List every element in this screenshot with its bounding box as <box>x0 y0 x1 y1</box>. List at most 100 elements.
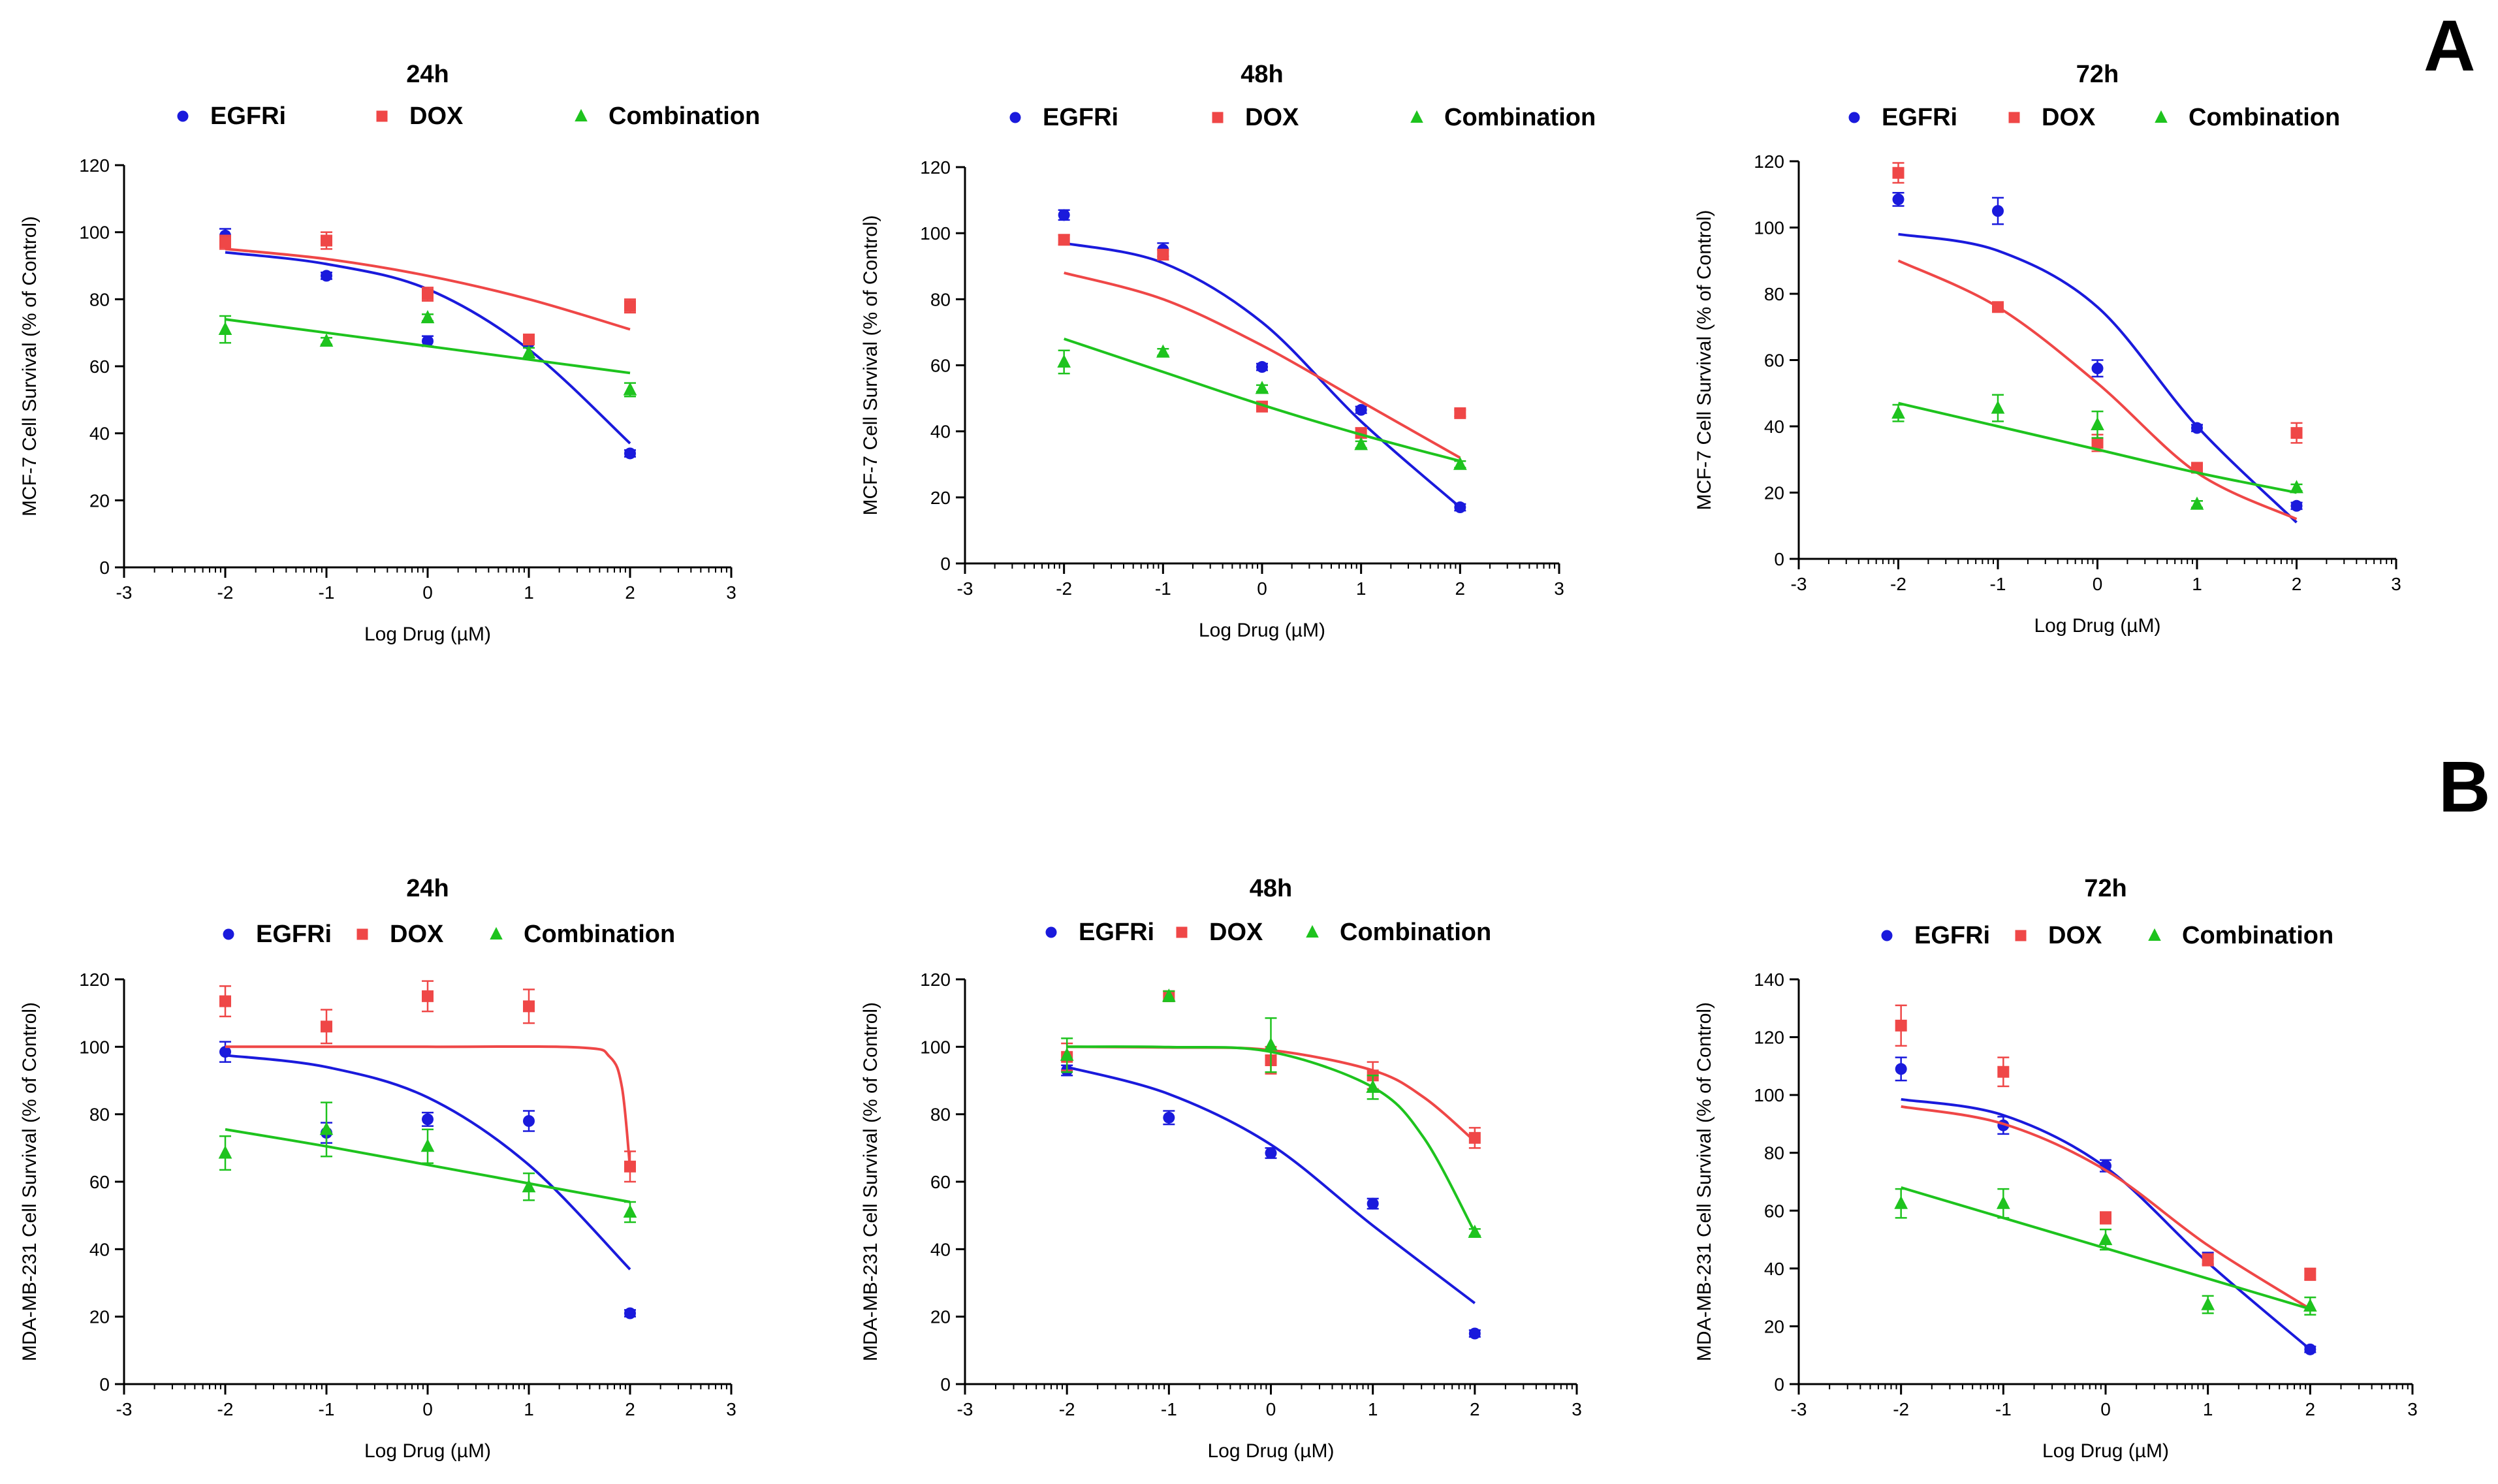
legend-marker-combination <box>1306 924 1319 938</box>
x-tick-label: 2 <box>2305 1399 2316 1419</box>
legend-label-combination: Combination <box>1444 104 1596 131</box>
data-point-dox <box>523 333 535 345</box>
data-point-dox <box>321 1020 332 1033</box>
x-tick-label: 3 <box>2391 574 2401 594</box>
data-point-dox <box>624 1160 636 1173</box>
y-tick-label: 80 <box>89 289 110 309</box>
x-tick-label: -2 <box>1059 1399 1075 1419</box>
legend-label-dox: DOX <box>1245 104 1299 131</box>
data-point-combination <box>623 1204 637 1218</box>
x-tick-label: -2 <box>1890 574 1906 594</box>
legend-marker-dox <box>2008 112 2020 123</box>
fit-curve-egfri <box>1064 242 1461 509</box>
legend-label-combination: Combination <box>609 103 760 130</box>
data-point-combination <box>1162 988 1176 1002</box>
data-point-combination <box>2201 1297 2215 1310</box>
data-point-dox <box>2091 437 2104 449</box>
fit-curve-egfri <box>1898 232 2298 524</box>
x-tick-label: 0 <box>2100 1399 2111 1419</box>
y-tick-label: 60 <box>930 1172 951 1192</box>
y-tick-label: 140 <box>1754 970 1784 990</box>
legend-marker-egfri <box>1881 930 1893 941</box>
fit-curve-dox <box>1897 259 2298 520</box>
x-tick-label: 3 <box>726 582 736 603</box>
y-tick-label: 0 <box>940 1374 951 1395</box>
data-point-combination <box>2303 1298 2317 1312</box>
x-tick-label: 3 <box>1554 578 1564 599</box>
data-point-combination <box>2098 1231 2113 1246</box>
x-axis-label: Log Drug (µM) <box>364 1440 491 1462</box>
legend-marker-egfri <box>1045 926 1057 938</box>
data-point-combination <box>1894 1195 1908 1209</box>
data-point-combination <box>420 1139 435 1152</box>
legend-marker-egfri <box>1009 112 1021 123</box>
data-point-dox <box>2100 1212 2111 1224</box>
x-tick-label: 3 <box>1572 1399 1582 1419</box>
chart-title: 24h <box>406 875 449 902</box>
data-point-dox <box>2290 427 2303 439</box>
y-tick-label: 100 <box>79 1037 110 1057</box>
y-tick-label: 40 <box>89 424 110 444</box>
x-tick-label: 2 <box>1455 578 1466 599</box>
fit-curve-dox <box>225 247 631 331</box>
data-point-combination <box>1354 437 1368 450</box>
fit-curve-combination <box>1898 402 2297 494</box>
y-tick-label: 0 <box>1774 549 1784 569</box>
y-tick-label: 100 <box>1754 1085 1784 1105</box>
data-point-egfri <box>1256 361 1268 373</box>
x-tick-label: -1 <box>319 1399 335 1419</box>
legend-marker-combination <box>2148 928 2161 941</box>
data-point-egfri <box>1058 209 1070 221</box>
data-point-combination <box>522 345 536 358</box>
legend-label-egfri: EGFRi <box>1882 104 1957 131</box>
data-point-dox <box>2304 1268 2316 1280</box>
data-point-dox <box>2191 462 2203 474</box>
data-point-dox <box>1997 1066 2010 1078</box>
legend-label-dox: DOX <box>1209 919 1263 946</box>
legend-marker-egfri <box>177 110 189 122</box>
legend-label-combination: Combination <box>2182 922 2333 949</box>
x-axis-label: Log Drug (µM) <box>364 624 491 645</box>
data-point-combination <box>1891 405 1905 419</box>
y-tick-label: 120 <box>79 155 110 176</box>
x-tick-label: 0 <box>422 582 433 603</box>
fit-curve-combination <box>225 318 631 375</box>
y-tick-label: 20 <box>89 1307 110 1327</box>
data-point-egfri <box>1892 193 1905 206</box>
x-tick-label: 2 <box>625 582 635 603</box>
y-tick-label: 0 <box>99 1374 110 1395</box>
legend-label-egfri: EGFRi <box>256 921 332 948</box>
x-tick-label: 1 <box>2203 1399 2213 1419</box>
data-point-combination <box>1255 381 1269 394</box>
legend-marker-dox <box>1176 926 1188 938</box>
x-axis-label: Log Drug (µM) <box>2042 1440 2169 1462</box>
data-point-egfri <box>624 447 636 460</box>
data-point-combination <box>2290 480 2303 494</box>
legend-marker-combination <box>490 926 503 940</box>
data-point-egfri <box>422 335 434 347</box>
y-tick-label: 100 <box>79 223 110 243</box>
data-point-combination <box>218 321 232 336</box>
x-tick-label: 0 <box>422 1399 433 1419</box>
x-axis-label: Log Drug (µM) <box>1199 620 1325 641</box>
panel-label-a: A <box>2424 6 2475 86</box>
y-axis-label: MDA-MB-231 Cell Survival (% of Control) <box>1694 1002 1715 1361</box>
legend-marker-dox <box>2015 930 2027 941</box>
chart-title: 72h <box>2084 875 2126 902</box>
y-tick-label: 60 <box>89 1172 110 1192</box>
data-point-combination <box>2190 496 2204 510</box>
fit-curve-dox <box>1064 271 1461 459</box>
data-point-egfri <box>1163 1111 1175 1124</box>
fit-curve-dox <box>1901 1105 2311 1310</box>
x-tick-label: 3 <box>726 1399 736 1419</box>
y-tick-label: 80 <box>89 1105 110 1125</box>
data-point-egfri <box>219 1046 231 1058</box>
x-tick-label: -3 <box>1791 574 1807 594</box>
y-tick-label: 60 <box>1764 351 1784 371</box>
y-tick-label: 60 <box>930 356 951 376</box>
data-point-dox <box>624 300 636 312</box>
